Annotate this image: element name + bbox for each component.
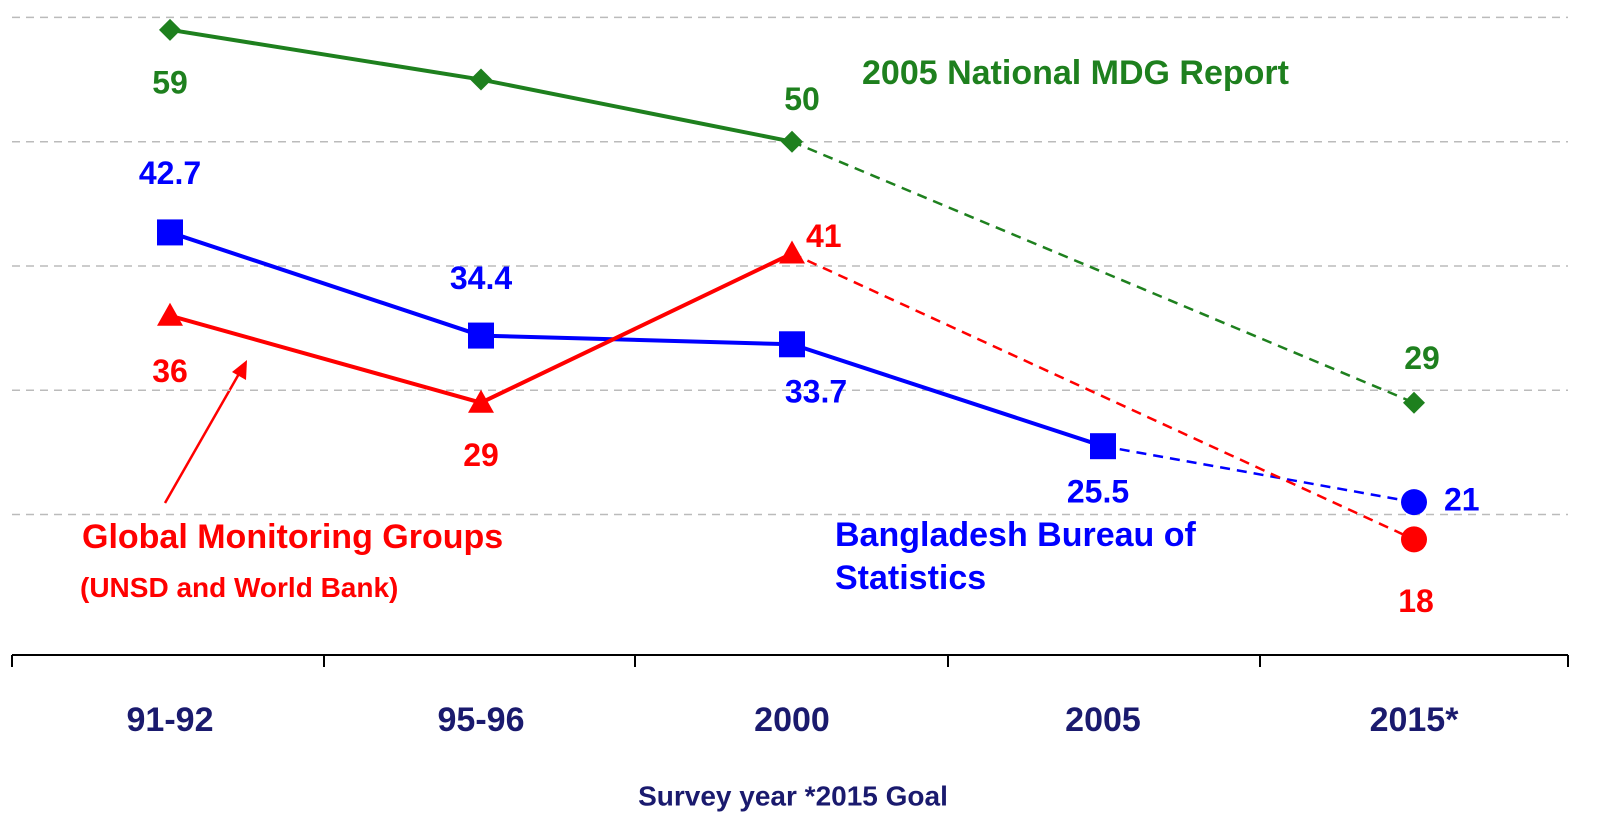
point — [1403, 391, 1425, 414]
point — [781, 130, 803, 153]
point — [159, 18, 181, 41]
arrow — [163, 371, 242, 504]
x-tick-label: 2005 — [1065, 701, 1141, 739]
point — [779, 240, 805, 264]
value-label: 59 — [152, 64, 188, 100]
goal-line — [791, 252, 1415, 541]
x-axis-title: Survey year *2015 Goal — [638, 780, 948, 811]
value-label: 29 — [1404, 340, 1440, 376]
series-line — [169, 230, 1104, 449]
value-label: 21 — [1444, 482, 1480, 518]
value-label: 50 — [784, 81, 820, 117]
point — [468, 322, 494, 349]
x-tick-label: 91-92 — [127, 701, 214, 739]
goal-line — [791, 140, 1415, 404]
series-label: Bangladesh Bureau of Statistics — [835, 516, 1196, 597]
series-label: Global Monitoring Groups — [82, 518, 504, 556]
annotation: (UNSD and World Bank) — [80, 572, 399, 603]
point — [779, 331, 805, 358]
x-tick-label: 95-96 — [438, 701, 525, 739]
point — [468, 389, 494, 413]
value-label: 36 — [152, 353, 188, 389]
x-tick-label: 2015* — [1370, 701, 1460, 739]
value-label: 34.4 — [450, 260, 512, 296]
point — [1090, 433, 1116, 460]
x-tick-label: 2000 — [754, 701, 830, 739]
value-label: 25.5 — [1067, 474, 1129, 510]
arrow-head — [232, 360, 247, 380]
value-label: 18 — [1398, 583, 1434, 619]
value-label: 42.7 — [139, 155, 201, 191]
point — [157, 302, 183, 326]
point — [1401, 489, 1427, 516]
value-label: 29 — [463, 437, 499, 473]
value-label: 41 — [806, 218, 842, 254]
point — [1401, 526, 1427, 553]
point — [157, 219, 183, 246]
value-label: 33.7 — [785, 374, 847, 410]
point — [470, 68, 492, 91]
series-label: 2005 National MDG Report — [862, 54, 1289, 92]
goal-line — [1102, 444, 1415, 504]
